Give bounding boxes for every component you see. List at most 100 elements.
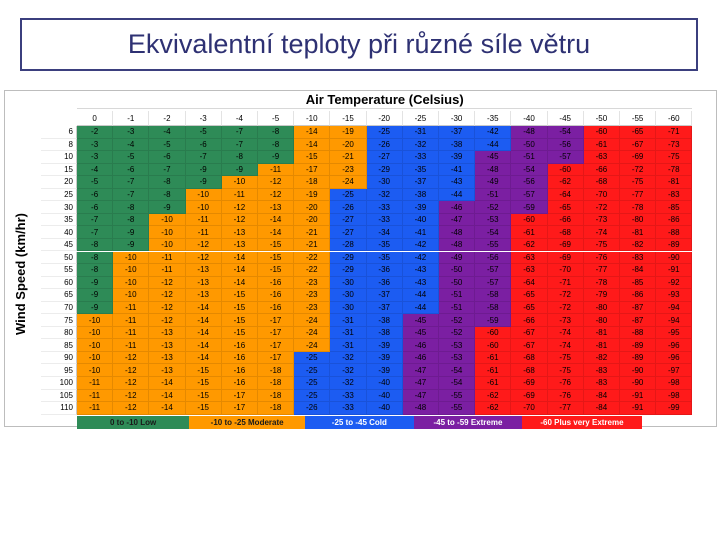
column-header: -40 xyxy=(511,111,548,126)
table-cell: -15 xyxy=(221,326,258,340)
table-cell: -52 xyxy=(475,201,512,214)
table-cell: -47 xyxy=(402,377,439,390)
table-cell: -37 xyxy=(366,301,403,315)
table-cell: -63 xyxy=(511,251,548,265)
table-cell: -90 xyxy=(620,377,657,390)
table-cell: -14 xyxy=(258,226,295,239)
table-cell: -17 xyxy=(294,163,331,177)
column-header: -1 xyxy=(113,111,150,126)
table-cell: -38 xyxy=(366,326,403,340)
table-cell: -84 xyxy=(583,389,620,403)
table-cell: -24 xyxy=(330,176,367,189)
table-cell: -3 xyxy=(113,126,150,139)
column-header: -10 xyxy=(294,111,331,126)
table-cell: -72 xyxy=(620,163,657,177)
table-cell: -23 xyxy=(294,301,331,315)
table-cell: -12 xyxy=(258,176,295,189)
table-cell: -12 xyxy=(185,251,222,265)
table-cell: -14 xyxy=(149,377,186,390)
table-cell: -10 xyxy=(77,314,114,327)
table-cell: -60 xyxy=(547,163,584,177)
table-cell: -11 xyxy=(149,264,186,277)
table-cell: -55 xyxy=(475,238,512,252)
table-cell: -77 xyxy=(547,402,584,415)
table-cell: -13 xyxy=(221,226,258,239)
table-cell: -50 xyxy=(511,138,548,152)
table-cell: -43 xyxy=(402,264,439,277)
table-cell: -6 xyxy=(77,201,114,214)
table-cell: -86 xyxy=(620,289,657,302)
table-cell: -68 xyxy=(547,226,584,239)
table-cell: -20 xyxy=(294,201,331,214)
table-cell: -23 xyxy=(294,289,331,302)
table-cell: -9 xyxy=(185,176,222,189)
table-cell: -12 xyxy=(113,351,150,365)
table-cell: -17 xyxy=(258,326,295,340)
table-cell: -7 xyxy=(221,126,258,139)
column-header: -45 xyxy=(547,111,584,126)
table-cell: -75 xyxy=(656,151,693,164)
table-cell: -45 xyxy=(475,151,512,164)
table-cell: -10 xyxy=(77,326,114,340)
table-cell: -62 xyxy=(511,238,548,252)
table-cell: -31 xyxy=(330,339,367,352)
table-cell: -90 xyxy=(656,251,693,265)
table-cell: -28 xyxy=(330,238,367,252)
table-cell: -8 xyxy=(149,176,186,189)
table-cell: -22 xyxy=(294,264,331,277)
table-cell: -51 xyxy=(475,188,512,202)
table-cell: -16 xyxy=(258,301,295,315)
table-cell: -94 xyxy=(656,314,693,327)
table-cell: -30 xyxy=(330,301,367,315)
table-cell: -73 xyxy=(547,314,584,327)
table-cell: -53 xyxy=(439,339,476,352)
table-cell: -87 xyxy=(620,314,657,327)
table-cell: -25 xyxy=(366,126,403,139)
table-cell: -9 xyxy=(149,201,186,214)
table-cell: -12 xyxy=(149,289,186,302)
table-cell: -32 xyxy=(330,377,367,390)
table-cell: -15 xyxy=(221,301,258,315)
table-cell: -25 xyxy=(294,389,331,403)
table-cell: -11 xyxy=(149,251,186,265)
table-cell: -25 xyxy=(330,188,367,202)
table-cell: -49 xyxy=(475,176,512,189)
column-header: -5 xyxy=(258,111,295,126)
table-cell: -54 xyxy=(475,226,512,239)
table-cell: -84 xyxy=(583,402,620,415)
table-cell: -19 xyxy=(330,126,367,139)
table-cell: -10 xyxy=(221,176,258,189)
row-header-wind-speed: 80 xyxy=(41,326,77,340)
table-cell: -37 xyxy=(402,176,439,189)
row-header-wind-speed: 110 xyxy=(41,402,77,415)
table-cell: -54 xyxy=(439,377,476,390)
row-header-wind-speed: 6 xyxy=(41,126,77,139)
table-cell: -11 xyxy=(77,377,114,390)
table-cell: -70 xyxy=(511,402,548,415)
table-cell: -39 xyxy=(366,364,403,377)
table-cell: -97 xyxy=(656,364,693,377)
table-cell: -68 xyxy=(511,364,548,377)
table-cell: -25 xyxy=(294,351,331,365)
legend-item: -25 to -45 Cold xyxy=(305,415,414,429)
table-cell: -54 xyxy=(439,364,476,377)
table-cell: -13 xyxy=(149,364,186,377)
table-cell: -14 xyxy=(185,326,222,340)
table-cell: -17 xyxy=(221,389,258,403)
table-cell: -17 xyxy=(258,339,295,352)
table-cell: -8 xyxy=(77,251,114,265)
table-cell: -4 xyxy=(149,126,186,139)
row-header-wind-speed: 25 xyxy=(41,188,77,202)
table-cell: -14 xyxy=(294,126,331,139)
table-cell: -51 xyxy=(439,289,476,302)
table-cell: -71 xyxy=(656,126,693,139)
slide-title: Ekvivalentní teploty při různé síle větr… xyxy=(20,18,698,71)
legend-item: 0 to -10 Low xyxy=(77,415,190,429)
table-cell: -5 xyxy=(77,176,114,189)
table-cell: -73 xyxy=(656,138,693,152)
table-cell: -77 xyxy=(620,188,657,202)
table-cell: -82 xyxy=(620,238,657,252)
table-cell: -43 xyxy=(402,276,439,290)
table-cell: -31 xyxy=(402,126,439,139)
table-cell: -13 xyxy=(185,276,222,290)
